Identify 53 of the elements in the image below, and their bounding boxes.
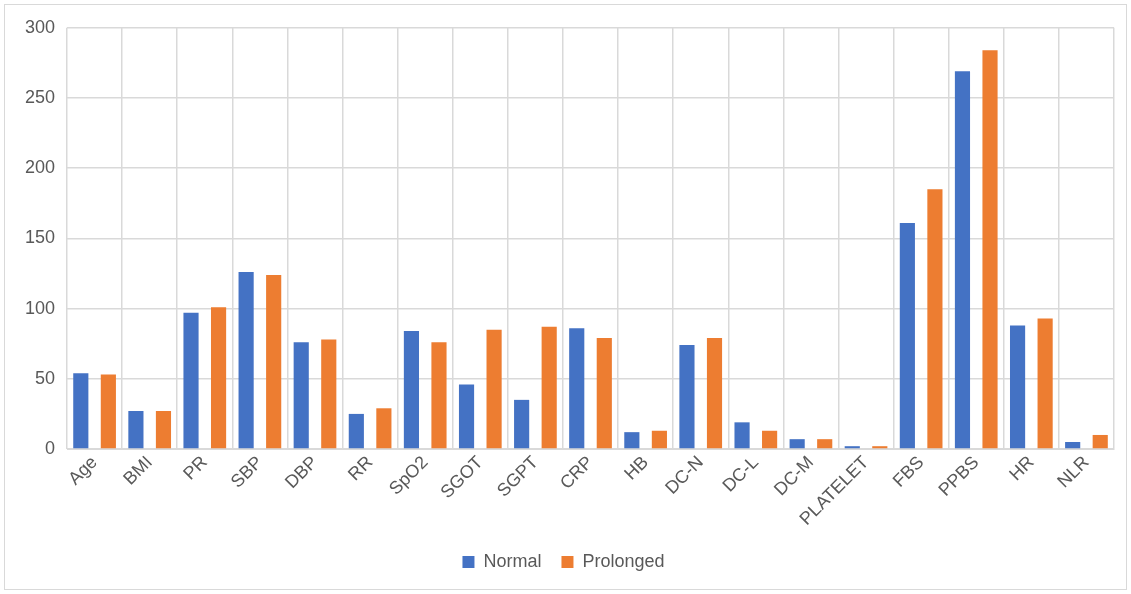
bar (403, 331, 420, 449)
bar (458, 384, 475, 449)
bar (514, 399, 530, 449)
bar (210, 307, 227, 449)
x-tick-label: HR (1005, 451, 1038, 485)
bar (596, 338, 612, 449)
bar (1037, 318, 1053, 449)
x-tick-label: RR (343, 451, 377, 485)
y-tick-label: 300 (24, 16, 56, 37)
bar (1065, 441, 1081, 449)
bar (348, 413, 364, 449)
bar (486, 329, 502, 449)
bar (183, 312, 199, 449)
x-tick-label: Age (64, 451, 101, 489)
legend-label: Normal (483, 550, 542, 571)
x-tick-label: PR (179, 451, 212, 484)
bar (155, 411, 172, 449)
bar (100, 374, 116, 449)
y-tick-label: 0 (45, 437, 56, 458)
bar (569, 328, 585, 449)
bar (541, 326, 557, 449)
y-tick-label: 250 (24, 86, 56, 107)
bar (1009, 325, 1026, 449)
y-tick-label: 100 (24, 297, 56, 318)
bar (376, 408, 392, 449)
bar (431, 342, 447, 449)
bar (266, 274, 282, 449)
bar (706, 338, 723, 449)
bar (293, 342, 309, 449)
bar (927, 189, 943, 449)
bar (982, 50, 998, 449)
y-tick-label: 200 (24, 157, 56, 178)
bar (844, 446, 860, 449)
y-tick-label: 50 (35, 367, 56, 388)
bar (321, 339, 337, 449)
y-tick-label: 150 (24, 227, 56, 248)
bar (789, 439, 805, 449)
bar (73, 373, 89, 449)
bar (651, 430, 667, 449)
bar (624, 432, 640, 449)
bar (734, 422, 750, 449)
bar (817, 439, 833, 449)
bar (128, 411, 144, 449)
x-tick-label: HB (620, 451, 652, 484)
bar (679, 345, 695, 449)
legend-label: Prolonged (582, 550, 665, 571)
bar (762, 430, 778, 449)
bar (1092, 434, 1108, 449)
bar (899, 222, 915, 449)
x-tick-label: BMI (119, 451, 157, 489)
bar (954, 71, 971, 449)
bar (238, 272, 254, 449)
bar (872, 446, 888, 449)
